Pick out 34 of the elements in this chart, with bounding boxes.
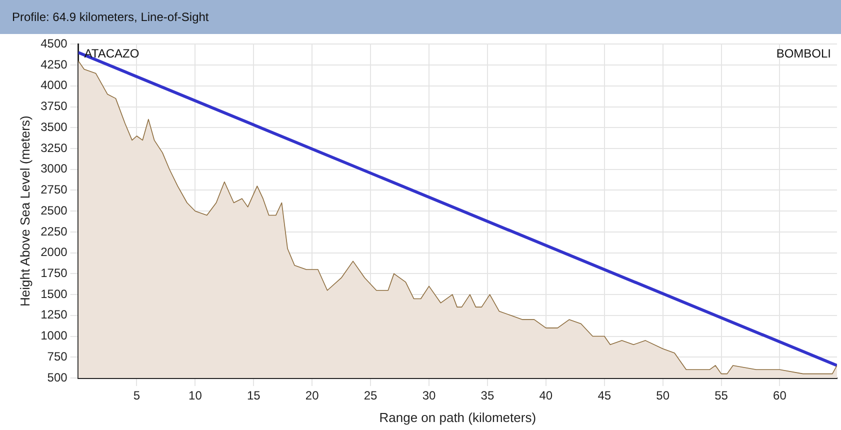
y-tick-label: 3250 <box>40 140 68 155</box>
x-tick-label: 35 <box>480 388 494 403</box>
x-axis-title: Range on path (kilometers) <box>379 410 536 425</box>
annotation: BOMBOLI <box>776 46 831 61</box>
y-tick-label: 4000 <box>40 78 68 92</box>
y-tick-label: 4500 <box>40 36 68 51</box>
x-tick-label: 30 <box>422 388 436 403</box>
annotation: ATACAZO <box>84 46 140 61</box>
x-tick-label: 60 <box>773 388 787 403</box>
x-tick-label: 40 <box>539 388 553 403</box>
x-tick-label: 20 <box>305 388 320 403</box>
x-tick-label: 25 <box>364 388 378 403</box>
y-tick-label: 3750 <box>40 99 68 114</box>
x-tick-label: 50 <box>656 388 670 403</box>
y-tick-label: 2000 <box>40 245 68 260</box>
y-tick-label: 2750 <box>40 182 68 197</box>
y-tick-label: 3000 <box>40 162 68 176</box>
y-tick-label: 2250 <box>40 224 68 238</box>
y-axis-title: Height Above Sea Level (meters) <box>17 116 32 306</box>
y-tick-label: 1500 <box>40 286 68 301</box>
y-tick-label: 750 <box>47 349 68 364</box>
x-tick-label: 10 <box>188 388 202 403</box>
x-tick-label: 55 <box>714 388 728 403</box>
y-tick-label: 1750 <box>40 266 68 280</box>
y-tick-label: 2500 <box>40 203 68 218</box>
x-tick-label: 45 <box>598 388 612 403</box>
y-tick-label: 1000 <box>40 328 68 343</box>
y-tick-label: 1250 <box>40 308 68 322</box>
x-tick-label: 5 <box>133 388 140 403</box>
x-tick-label: 15 <box>246 388 261 403</box>
y-tick-label: 500 <box>47 370 68 384</box>
y-tick-label: 4250 <box>40 57 68 72</box>
y-tick-label: 3500 <box>40 120 68 134</box>
chart-title: Profile: 64.9 kilometers, Line-of-Sight <box>0 0 841 34</box>
